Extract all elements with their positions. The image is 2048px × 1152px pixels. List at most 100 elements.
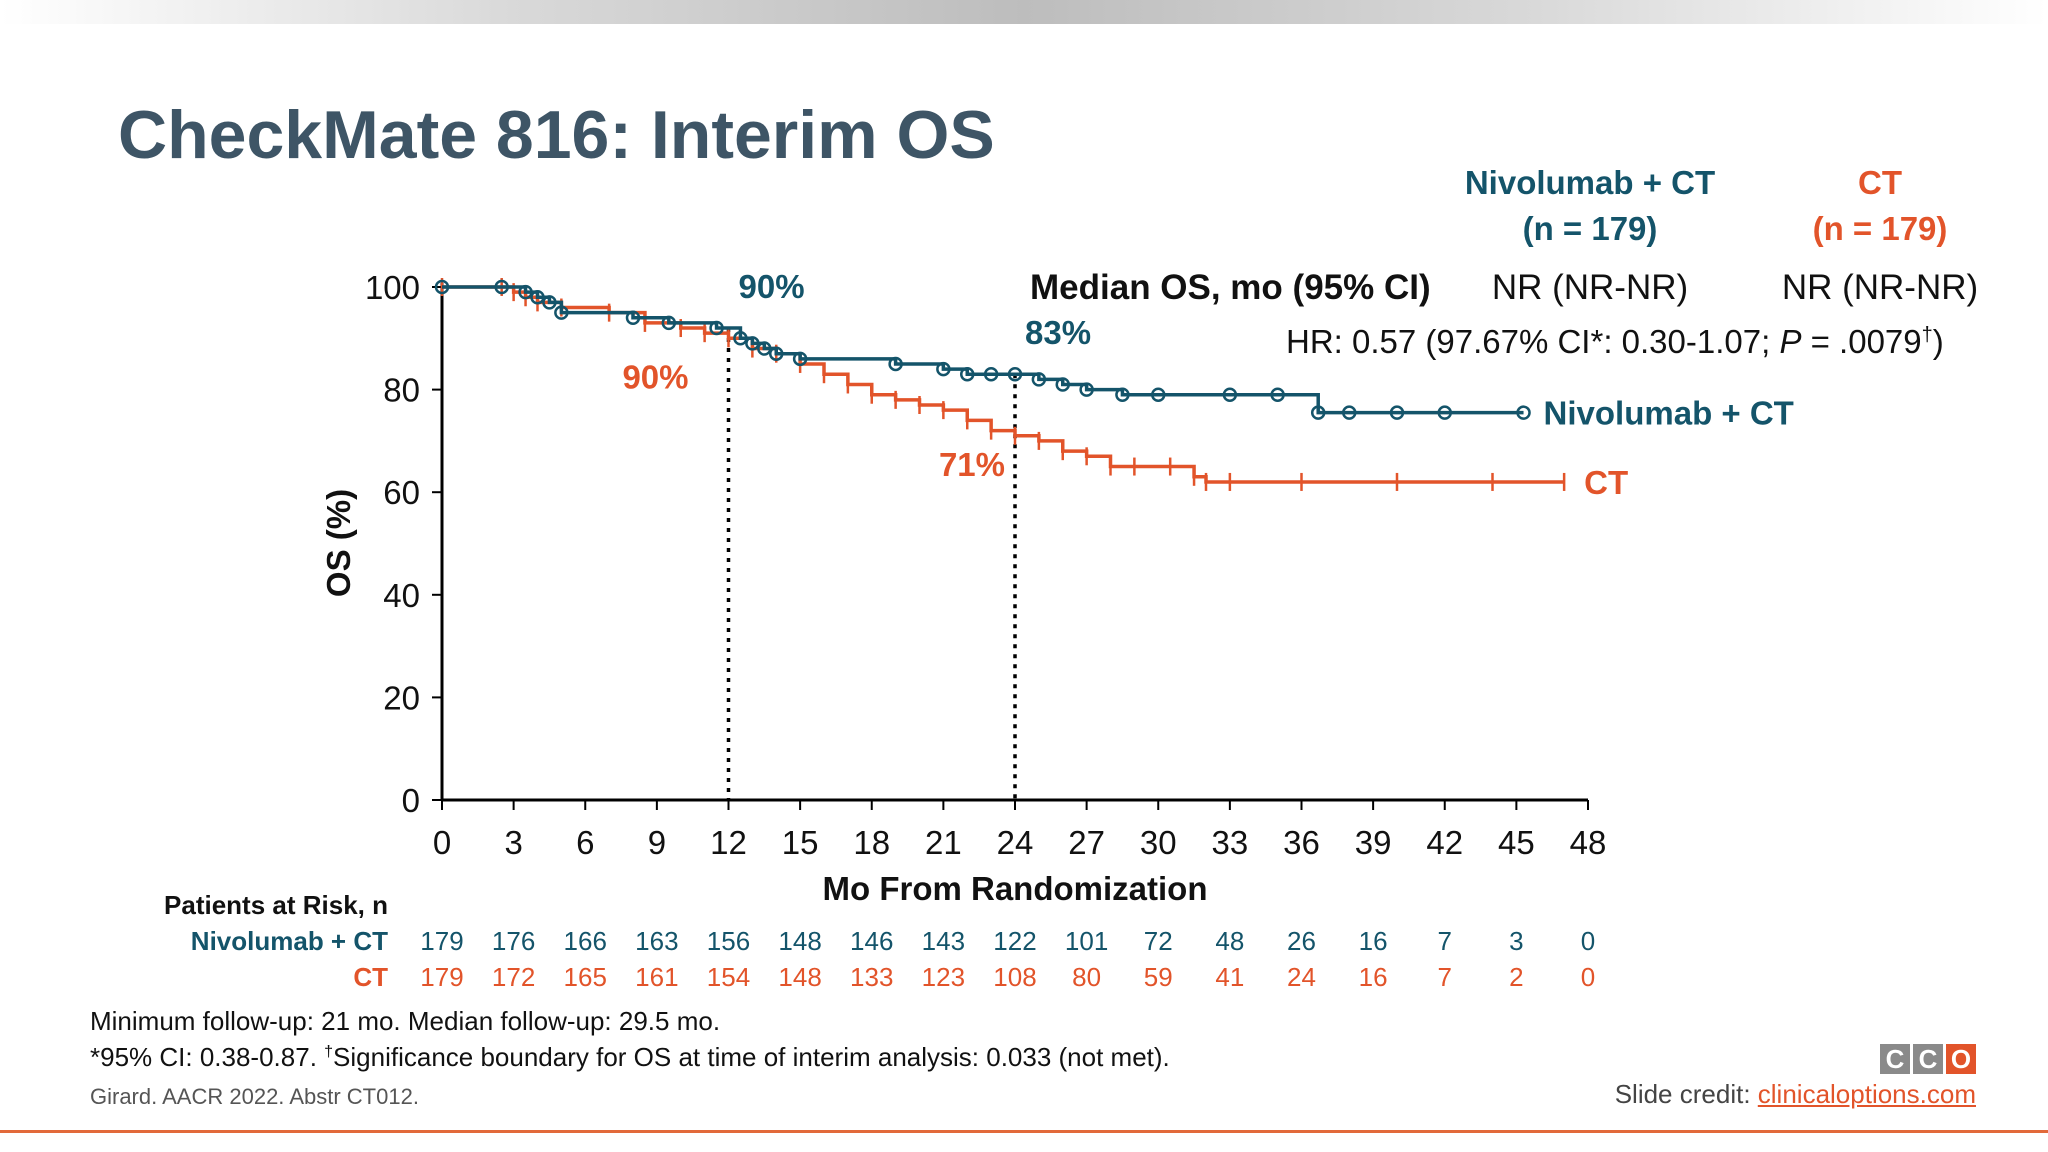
risk-value-nivo: 163 (635, 926, 679, 956)
ct-arm-header: CT (n = 179) (1740, 160, 2020, 252)
censor-marker (745, 336, 760, 351)
x-tick-label: 48 (1570, 824, 1607, 861)
censor-marker (625, 310, 641, 326)
risk-value-nivo: 143 (921, 926, 966, 956)
landmark-annotation: 71% (939, 446, 1005, 483)
risk-value-ct: 16 (1358, 962, 1388, 992)
x-tick-label: 3 (504, 824, 522, 861)
risk-value-nivo: 146 (850, 926, 894, 956)
censor-marker (530, 290, 545, 305)
x-tick-label: 45 (1498, 824, 1535, 861)
x-tick-label: 39 (1355, 824, 1392, 861)
risk-value-ct: 0 (1580, 962, 1596, 992)
risk-value-nivo: 16 (1358, 926, 1388, 956)
x-tick-label: 0 (433, 824, 451, 861)
censor-marker (1007, 366, 1023, 382)
x-tick-label: 18 (853, 824, 890, 861)
footnote-ci-text: *95% CI: 0.38-0.87. (90, 1042, 325, 1072)
x-tick-label: 12 (710, 824, 747, 861)
logo-letter-o: O (1946, 1044, 1976, 1074)
hr-prefix: HR: 0.57 (97.67% CI*: 0.30-1.07; (1286, 323, 1780, 360)
risk-value-ct: 41 (1215, 962, 1245, 992)
y-tick-label: 40 (383, 577, 420, 614)
risk-value-nivo: 101 (1064, 926, 1109, 956)
ct-arm-name: CT (1858, 164, 1902, 201)
y-tick-label: 80 (383, 372, 420, 409)
risk-value-nivo: 3 (1509, 926, 1524, 956)
slide-credit: Slide credit: clinicaloptions.com (1500, 1079, 1976, 1110)
censor-marker (542, 295, 557, 310)
censor-marker (733, 331, 748, 346)
citation: Girard. AACR 2022. Abstr CT012. (90, 1084, 419, 1109)
risk-table-header: Patients at Risk, n (164, 890, 388, 920)
risk-value-ct: 165 (563, 962, 607, 992)
x-axis-title: Mo From Randomization (823, 870, 1208, 907)
ct-arm-n: (n = 179) (1812, 210, 1948, 247)
nivo-arm-name: Nivolumab + CT (1464, 164, 1716, 201)
risk-value-nivo: 72 (1143, 926, 1173, 956)
credit-label: Slide credit: (1614, 1079, 1758, 1109)
x-tick-label: 24 (997, 824, 1034, 861)
risk-value-ct: 154 (706, 962, 751, 992)
reference-lines (726, 328, 1017, 800)
risk-value-ct: 24 (1287, 962, 1316, 992)
risk-value-ct: 148 (778, 962, 822, 992)
footnote-boundary-text: Significance boundary for OS at time of … (333, 1042, 1170, 1072)
censor-marker (1031, 372, 1047, 387)
risk-value-ct: 133 (850, 962, 894, 992)
x-tick-label: 21 (925, 824, 962, 861)
censor-marker (1151, 387, 1166, 402)
censor-marker (1115, 387, 1130, 402)
censor-marker (1055, 377, 1070, 392)
censor-marker (518, 284, 533, 300)
censor-marker (494, 279, 509, 295)
chart-labels: CT Nivolumab + CT 90% 83% 90% 71% (622, 268, 1793, 501)
censor-marker (1389, 405, 1405, 420)
survival-curves (434, 278, 1566, 491)
logo-letter-c1: C (1880, 1044, 1910, 1074)
footnote-ci: *95% CI: 0.38-0.87. †Significance bounda… (90, 1042, 1170, 1073)
credit-link[interactable]: clinicaloptions.com (1757, 1079, 1976, 1109)
censor-marker (792, 351, 808, 367)
risk-value-nivo: 0 (1580, 926, 1596, 956)
censor-marker (983, 366, 999, 382)
x-tick-label: 15 (782, 824, 819, 861)
hr-dagger: † (1921, 324, 1933, 346)
x-tick-label: 36 (1283, 824, 1320, 861)
x-tick-label: 30 (1140, 824, 1177, 861)
y-tick-label: 100 (365, 269, 420, 306)
y-axis-title: OS (%) (320, 489, 357, 597)
risk-value-nivo: 7 (1437, 926, 1452, 956)
nivo-arm-n: (n = 179) (1522, 210, 1658, 247)
median-os-label: Median OS, mo (95% CI) (1030, 268, 1431, 307)
risk-value-ct: 179 (420, 962, 464, 992)
censor-marker (1079, 382, 1094, 397)
risk-value-ct: 7 (1437, 962, 1452, 992)
risk-value-ct: 123 (921, 962, 966, 992)
censor-marker (434, 279, 450, 295)
censor-marker (936, 361, 951, 377)
censor-marker (757, 341, 772, 356)
landmark-annotation: 83% (1025, 314, 1091, 351)
censor-marker (554, 305, 569, 320)
censor-marker (1516, 405, 1531, 420)
censor-marker (1437, 405, 1452, 420)
cco-logo: C C O (1880, 1044, 1976, 1074)
censor-marker (1270, 387, 1285, 402)
risk-value-ct: 80 (1072, 962, 1102, 992)
censor-marker (709, 320, 724, 336)
risk-value-nivo: 26 (1287, 926, 1316, 956)
risk-value-nivo: 48 (1215, 926, 1245, 956)
risk-value-nivo: 156 (706, 926, 751, 956)
risk-label-nivo: Nivolumab + CT (190, 926, 388, 956)
risk-value-ct: 2 (1509, 962, 1524, 992)
censor-marker (769, 346, 784, 361)
y-tick-label: 20 (383, 679, 420, 716)
risk-label-ct: CT (353, 962, 388, 992)
risk-value-ct: 108 (993, 962, 1037, 992)
chart-axes: 0 3 6 9 12 15 18 21 24 27 30 33 36 39 42 45 480204060801… (320, 269, 1606, 907)
y-tick-label: 0 (402, 782, 420, 819)
risk-value-nivo: 179 (420, 926, 464, 956)
hr-p-symbol: P (1779, 323, 1802, 360)
